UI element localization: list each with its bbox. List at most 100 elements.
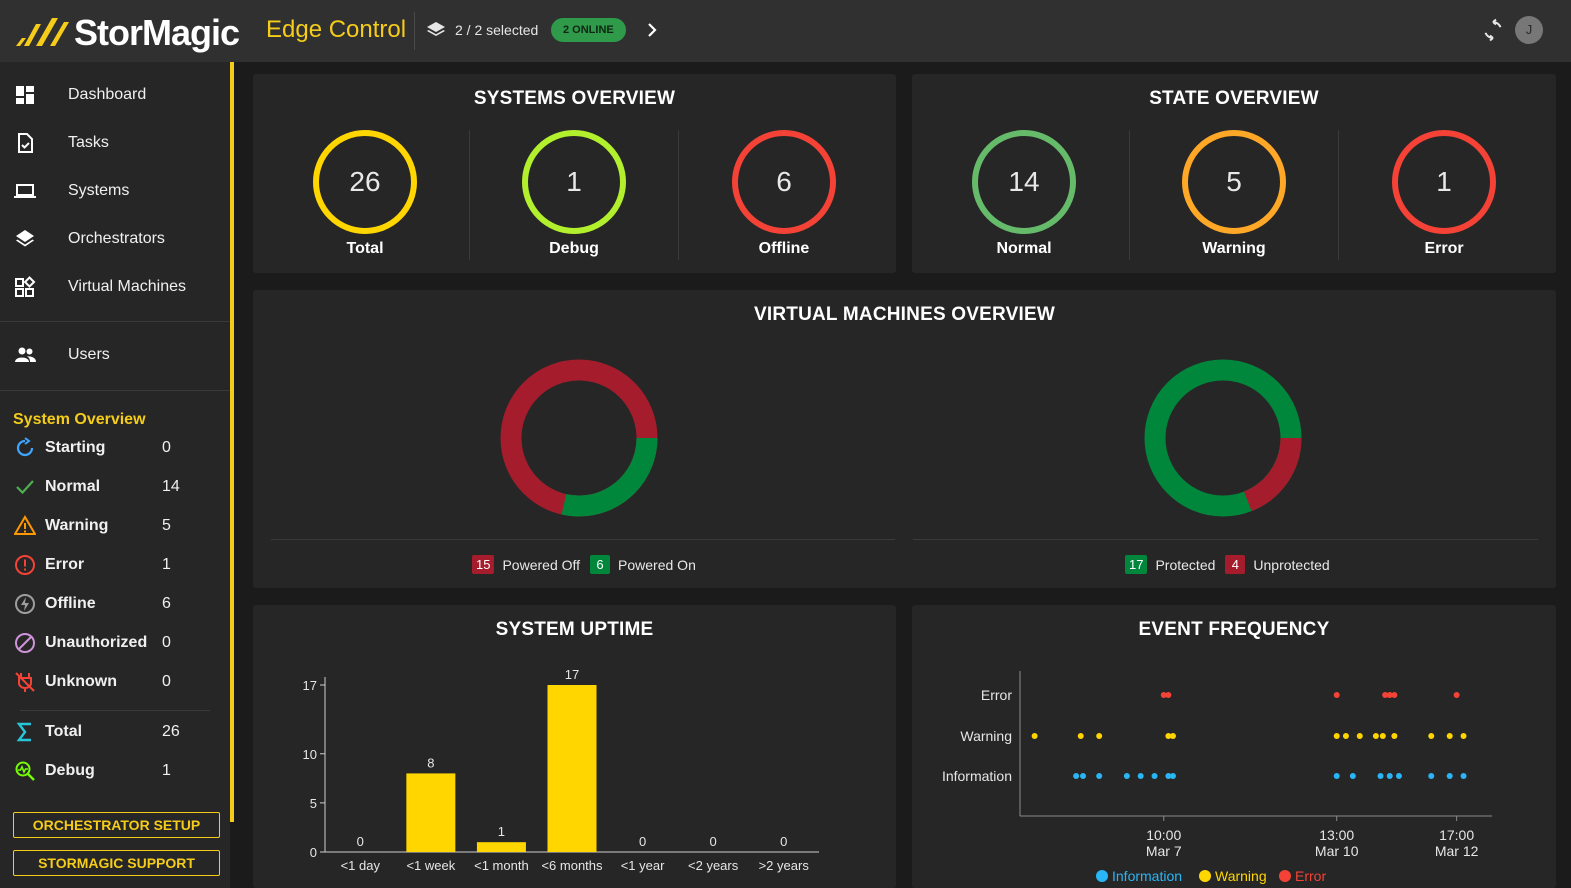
nav-virtual-machines[interactable]: Virtual Machines [0, 265, 230, 309]
x-tick-label: <6 months [541, 858, 603, 873]
stat-value: 0 [162, 673, 171, 690]
block-icon [15, 633, 35, 653]
bar-value-label: 0 [780, 834, 787, 849]
x-tick-label: <1 year [621, 858, 665, 873]
event-point [1073, 773, 1080, 779]
stat-total[interactable]: Total 26 [0, 717, 230, 747]
event-point [1395, 773, 1402, 779]
laptop-icon [14, 184, 36, 198]
x-tick-date: Mar 10 [1315, 843, 1359, 859]
dashboard-icon [16, 86, 34, 104]
protection-donut-chart[interactable] [1143, 358, 1303, 518]
stat-offline[interactable]: Offline 6 [0, 589, 230, 619]
system-uptime-card: SYSTEM UPTIME 0 5 10 17 0 <1 day 8 <1 week 1 <1 m… [253, 605, 896, 888]
x-tick-label: <1 month [474, 858, 529, 873]
nav-tasks[interactable]: Tasks [0, 121, 230, 165]
top-bar: StorMagic Edge Control 2 / 2 selected 2 … [0, 0, 1571, 62]
stat-value: 1 [162, 762, 171, 779]
bar-value-label: 1 [498, 824, 505, 839]
event-point [1333, 692, 1340, 698]
warning-ring[interactable]: 5 [1182, 130, 1286, 234]
total-ring[interactable]: 26 [313, 130, 417, 234]
event-point [1460, 773, 1467, 779]
stat-normal[interactable]: Normal 14 [0, 472, 230, 502]
stat-label: Offline [45, 595, 96, 612]
event-point [1386, 773, 1393, 779]
x-tick-label: <2 years [688, 858, 739, 873]
legend-marker [1199, 870, 1211, 882]
event-point [1428, 733, 1435, 739]
stat-warning[interactable]: Warning 5 [0, 511, 230, 541]
online-badge: 2 ONLINE [551, 18, 626, 42]
event-point [1342, 733, 1349, 739]
event-point [1169, 733, 1176, 739]
debug-ring[interactable]: 1 [522, 130, 626, 234]
sidebar: Dashboard Tasks Systems Orchestrators Vi… [0, 62, 230, 888]
x-tick-label: <1 day [341, 858, 381, 873]
chevron-right-icon[interactable] [643, 19, 661, 41]
event-point [1349, 773, 1356, 779]
stormagic-logo-icon [16, 18, 69, 46]
legend-divider [271, 539, 895, 540]
normal-ring[interactable]: 14 [972, 130, 1076, 234]
ring-label: Debug [549, 240, 599, 257]
powered-off-count: 15 [472, 555, 495, 574]
stat-debug[interactable]: Debug 1 [0, 756, 230, 786]
uptime-bar [476, 842, 526, 852]
bar-value-label: 0 [357, 834, 364, 849]
event-point [1356, 733, 1363, 739]
y-tick-label: 5 [310, 796, 317, 811]
error-ring[interactable]: 1 [1392, 130, 1496, 234]
event-point [1391, 733, 1398, 739]
event-point [1382, 692, 1389, 698]
stat-error[interactable]: Error 1 [0, 550, 230, 580]
uptime-bar [406, 773, 456, 852]
stat-label: Warning [45, 517, 109, 534]
stat-label: Error [45, 556, 85, 573]
stat-value: 0 [162, 634, 171, 651]
ring-label: Warning [1202, 240, 1266, 257]
card-title: SYSTEMS OVERVIEW [473, 88, 676, 109]
stat-label: Unknown [45, 673, 117, 690]
uptime-bar [547, 685, 597, 852]
refresh-icon [16, 437, 34, 457]
card-title: VIRTUAL MACHINES OVERVIEW [754, 304, 1055, 325]
power-donut-chart[interactable] [499, 358, 659, 518]
powered-on-arc[interactable] [500, 359, 658, 517]
sidebar-scroll-accent[interactable] [230, 62, 234, 822]
state-overview-card: STATE OVERVIEW 14 Normal 5 Warning 1 Err… [912, 74, 1556, 273]
stat-unknown[interactable]: Unknown 0 [0, 667, 230, 697]
card-title: SYSTEM UPTIME [495, 619, 654, 640]
user-avatar[interactable]: J [1515, 16, 1543, 44]
nav-dashboard[interactable]: Dashboard [0, 73, 230, 117]
event-point [1160, 692, 1167, 698]
legend-label: Error [1295, 868, 1326, 884]
y-tick-label: 10 [303, 747, 317, 762]
bar-value-label: 0 [639, 834, 646, 849]
ring-label: Total [346, 240, 384, 257]
event-point [1460, 733, 1467, 739]
brand-logo[interactable]: StorMagic [14, 12, 240, 54]
stat-label: Starting [45, 439, 106, 456]
legend-label: Warning [1215, 868, 1267, 884]
legend-marker [1279, 870, 1291, 882]
nav-systems[interactable]: Systems [0, 169, 230, 213]
nav-orchestrators[interactable]: Orchestrators [0, 217, 230, 261]
refresh-icon[interactable] [1481, 18, 1505, 42]
y-tick-label: 0 [310, 845, 317, 860]
warning-triangle-icon [14, 515, 36, 535]
layers-icon[interactable] [426, 20, 446, 40]
offline-ring[interactable]: 6 [732, 130, 836, 234]
selection-count[interactable]: 2 / 2 selected [455, 22, 539, 38]
y-tick-label: 17 [303, 678, 317, 693]
stat-label: Unauthorized [45, 634, 148, 651]
unprotected-arc[interactable] [1144, 359, 1302, 517]
ring-divider [469, 130, 470, 260]
bar-value-label: 0 [710, 834, 717, 849]
stormagic-support-button[interactable]: STORMAGIC SUPPORT [13, 850, 220, 876]
uptime-bar-chart: 0 5 10 17 0 <1 day 8 <1 week 1 <1 month 17 <6 month… [303, 667, 819, 873]
orchestrator-setup-button[interactable]: ORCHESTRATOR SETUP [13, 812, 220, 838]
nav-users[interactable]: Users [0, 333, 230, 377]
stat-unauthorized[interactable]: Unauthorized 0 [0, 628, 230, 658]
stat-starting[interactable]: Starting 0 [0, 433, 230, 463]
